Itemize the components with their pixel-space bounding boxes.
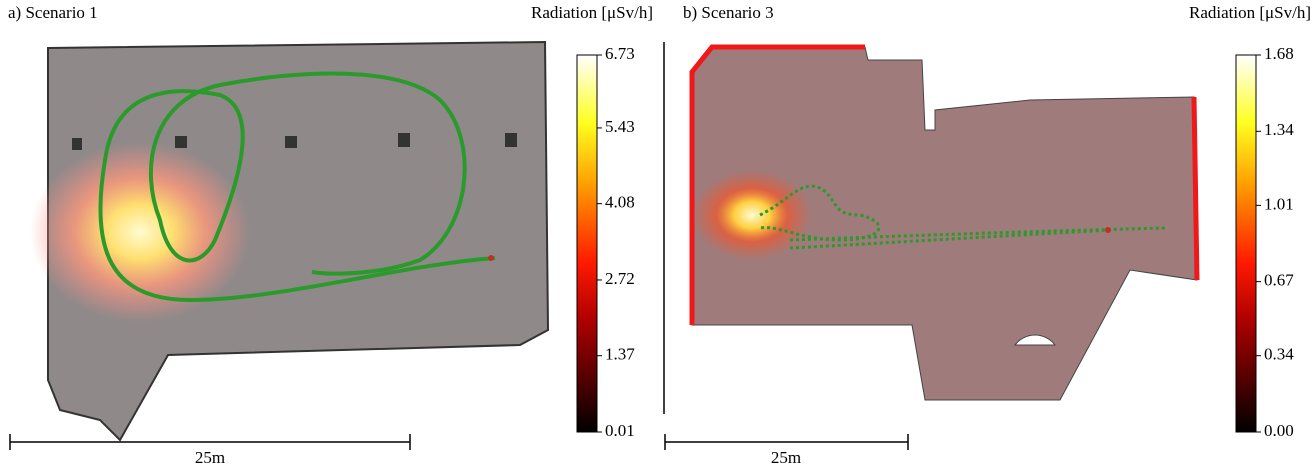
colorbar-tick-label: 5.43 — [605, 117, 635, 136]
colorbar-tick-label: 4.08 — [605, 193, 635, 212]
colorbar-tick-label: 0.00 — [1264, 421, 1294, 440]
colorbar — [1236, 55, 1256, 432]
colorbar-tick-label: 0.67 — [1264, 271, 1294, 290]
panel-title: a) Scenario 1 — [8, 3, 98, 22]
scale-label: 25m — [771, 448, 801, 467]
panel-title: b) Scenario 3 — [683, 3, 774, 22]
figure: a) Scenario 1 Radiation [μSv/h] 25m 0.01 1.3… — [0, 0, 1313, 468]
colorbar-tick-label: 1.68 — [1264, 44, 1294, 63]
map-a — [30, 42, 548, 440]
colorbar-label: Radiation [μSv/h] — [531, 3, 653, 22]
colorbar-label: Radiation [μSv/h] — [1189, 3, 1311, 22]
colorbar-tick-label: 0.34 — [1264, 345, 1294, 364]
scale-label: 25m — [195, 448, 225, 467]
colorbar-tick-label: 1.01 — [1264, 194, 1294, 213]
colorbar-tick-label: 1.34 — [1264, 120, 1294, 139]
colorbar-tick-label: 0.01 — [605, 421, 635, 440]
map-b — [692, 47, 1197, 400]
colorbar-tick-label: 6.73 — [605, 44, 635, 63]
colorbar — [577, 55, 597, 432]
colorbar-tick-label: 1.37 — [605, 345, 635, 364]
colorbar-tick-label: 2.72 — [605, 269, 635, 288]
